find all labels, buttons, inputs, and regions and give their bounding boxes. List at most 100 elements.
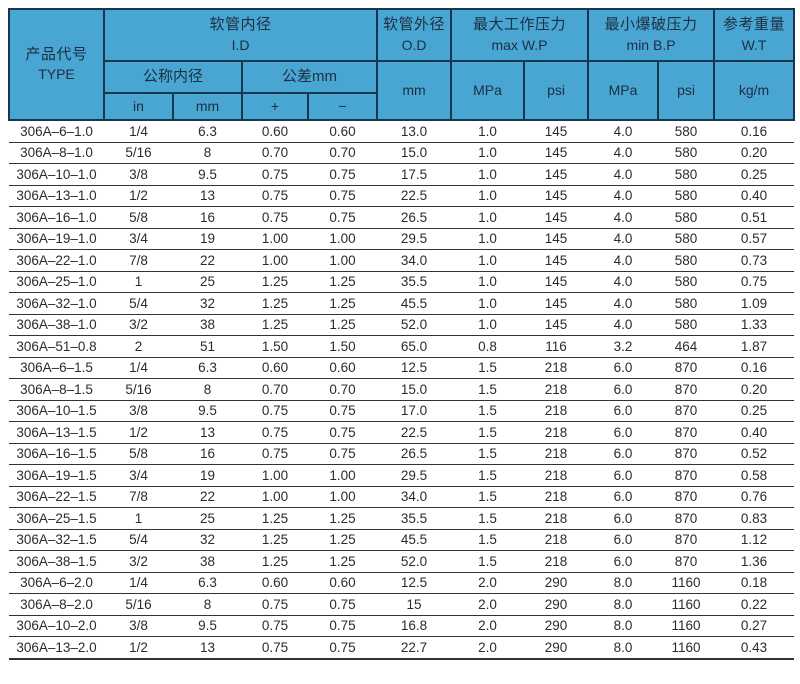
header-reference-weight-zh: 参考重量	[723, 16, 786, 34]
cell-id_in: 1	[104, 271, 173, 293]
cell-tol_plus: 0.75	[242, 421, 308, 444]
cell-id_in: 1/2	[104, 421, 173, 444]
cell-wt_kgm: 0.27	[714, 615, 795, 637]
table-row: 306A–38–1.0 3/2 38 1.25 1.25 52.0 1.0 145 4.0 580…	[9, 314, 795, 336]
header-outer-diameter-zh: 软管外径	[383, 16, 446, 34]
cell-id_in: 2	[104, 335, 173, 358]
cell-bp_psi: 870	[658, 550, 715, 573]
cell-wp_psi: 145	[524, 228, 589, 250]
header-unit-mm: mm	[172, 92, 243, 121]
cell-type: 306A–13–2.0	[9, 636, 104, 660]
cell-wp_psi: 218	[524, 443, 589, 465]
cell-tol_plus: 0.75	[242, 163, 308, 186]
cell-bp_psi: 870	[658, 421, 715, 444]
cell-bp_mpa: 6.0	[588, 550, 659, 573]
cell-wp_psi: 218	[524, 400, 589, 422]
cell-tol_plus: 1.25	[242, 550, 308, 573]
cell-tol_plus: 0.75	[242, 443, 308, 465]
cell-bp_mpa: 4.0	[588, 271, 659, 293]
cell-wp_psi: 145	[524, 142, 589, 164]
cell-tol_minus: 0.75	[308, 615, 378, 637]
cell-bp_mpa: 4.0	[588, 142, 659, 164]
cell-bp_psi: 1160	[658, 593, 715, 616]
cell-bp_psi: 580	[658, 142, 715, 164]
header-unit-bp-psi: psi	[657, 60, 716, 121]
cell-tol_minus: 1.00	[308, 464, 378, 487]
cell-wt_kgm: 0.25	[714, 400, 795, 422]
cell-wp_psi: 218	[524, 378, 589, 401]
cell-tol_plus: 1.25	[242, 314, 308, 336]
cell-tol_minus: 1.50	[308, 335, 378, 358]
cell-wp_mpa: 1.0	[451, 206, 525, 229]
cell-id_in: 5/8	[104, 206, 173, 229]
cell-bp_mpa: 4.0	[588, 163, 659, 186]
cell-id_in: 5/16	[104, 593, 173, 616]
cell-type: 306A–32–1.0	[9, 292, 104, 315]
header-inner-diameter-zh: 软管内径	[209, 16, 272, 34]
cell-id_mm: 9.5	[173, 400, 242, 422]
table-row: 306A–19–1.5 3/4 19 1.00 1.00 29.5 1.5 218 6.0 870…	[9, 464, 795, 487]
table-body: 306A–6–1.0 1/4 6.3 0.60 0.60 13.0 1.0 145 4.0 580…	[9, 120, 795, 660]
cell-bp_mpa: 4.0	[588, 292, 659, 315]
cell-od_mm: 12.5	[377, 572, 452, 594]
header-max-working-pressure: 最大工作压力 max W.P	[450, 8, 590, 62]
table-header: 产品代号 TYPE 软管内径 I.D 软管外径 O.D 最大工作压力 max W…	[8, 8, 796, 121]
header-outer-diameter-en: O.D	[401, 36, 427, 53]
cell-od_mm: 17.5	[377, 163, 452, 186]
table-row: 306A–25–1.0 1 25 1.25 1.25 35.5 1.0 145 4.0 580 0.…	[9, 271, 795, 293]
cell-wp_mpa: 1.0	[451, 120, 525, 143]
cell-tol_minus: 0.70	[308, 378, 378, 401]
cell-bp_psi: 870	[658, 378, 715, 401]
cell-bp_mpa: 8.0	[588, 593, 659, 616]
cell-type: 306A–25–1.5	[9, 507, 104, 530]
cell-id_mm: 19	[173, 464, 242, 487]
cell-id_mm: 8	[173, 378, 242, 401]
cell-bp_psi: 870	[658, 400, 715, 422]
cell-wp_psi: 145	[524, 271, 589, 293]
table-row: 306A–8–1.5 5/16 8 0.70 0.70 15.0 1.5 218 6.0 870 0…	[9, 378, 795, 401]
cell-wp_psi: 290	[524, 615, 589, 637]
cell-tol_plus: 0.70	[242, 142, 308, 164]
cell-wp_mpa: 1.0	[451, 142, 525, 164]
cell-type: 306A–32–1.5	[9, 529, 104, 551]
cell-wt_kgm: 0.20	[714, 378, 795, 401]
cell-wp_mpa: 0.8	[451, 335, 525, 358]
cell-id_mm: 25	[173, 507, 242, 530]
cell-bp_psi: 1160	[658, 572, 715, 594]
table-row: 306A–8–2.0 5/16 8 0.75 0.75 15 2.0 290 8.0 1160 0.…	[9, 593, 795, 616]
cell-wp_mpa: 1.0	[451, 228, 525, 250]
table-row: 306A–32–1.5 5/4 32 1.25 1.25 45.5 1.5 218 6.0 870…	[9, 529, 795, 551]
header-max-working-pressure-en: max W.P	[491, 36, 548, 53]
cell-tol_plus: 1.25	[242, 271, 308, 293]
cell-id_mm: 22	[173, 486, 242, 508]
cell-wt_kgm: 0.20	[714, 142, 795, 164]
table-row: 306A–10–1.0 3/8 9.5 0.75 0.75 17.5 1.0 145 4.0 58…	[9, 163, 795, 186]
cell-wp_psi: 145	[524, 249, 589, 272]
cell-wp_psi: 145	[524, 292, 589, 315]
cell-id_in: 3/2	[104, 314, 173, 336]
cell-wt_kgm: 1.33	[714, 314, 795, 336]
header-product-code-zh: 产品代号	[25, 45, 88, 63]
cell-od_mm: 22.7	[377, 636, 452, 660]
cell-id_in: 1	[104, 507, 173, 530]
header-unit-wt: kg/m	[713, 60, 796, 121]
cell-od_mm: 52.0	[377, 550, 452, 573]
cell-bp_mpa: 4.0	[588, 206, 659, 229]
cell-tol_plus: 1.00	[242, 228, 308, 250]
table-row: 306A–13–1.0 1/2 13 0.75 0.75 22.5 1.0 145 4.0 580…	[9, 185, 795, 207]
cell-type: 306A–19–1.0	[9, 228, 104, 250]
cell-wt_kgm: 0.58	[714, 464, 795, 487]
cell-tol_plus: 1.00	[242, 464, 308, 487]
cell-tol_minus: 1.25	[308, 292, 378, 315]
cell-wp_mpa: 1.0	[451, 163, 525, 186]
cell-wt_kgm: 0.75	[714, 271, 795, 293]
cell-type: 306A–19–1.5	[9, 464, 104, 487]
cell-wp_psi: 218	[524, 486, 589, 508]
cell-wp_psi: 145	[524, 314, 589, 336]
cell-bp_psi: 464	[658, 335, 715, 358]
cell-id_in: 3/4	[104, 228, 173, 250]
cell-wp_mpa: 1.5	[451, 486, 525, 508]
cell-id_mm: 38	[173, 550, 242, 573]
cell-bp_mpa: 6.0	[588, 529, 659, 551]
cell-bp_psi: 1160	[658, 615, 715, 637]
